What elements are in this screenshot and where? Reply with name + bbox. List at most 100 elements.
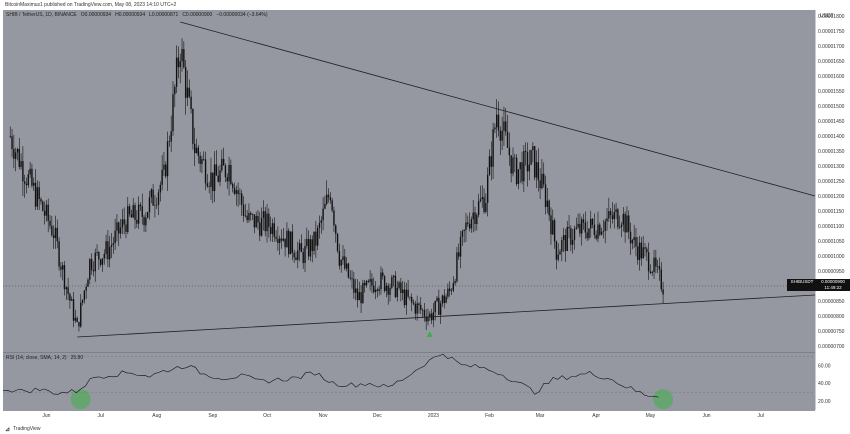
- candle-body: [405, 289, 407, 306]
- x-tick-label: Oct: [263, 413, 271, 419]
- candle-body: [253, 214, 256, 228]
- candle-body: [394, 275, 397, 298]
- candle-body: [105, 241, 107, 254]
- candle-body: [662, 289, 664, 295]
- candle-body: [204, 159, 207, 184]
- candle-body: [266, 213, 268, 232]
- candle-body: [452, 283, 455, 291]
- candle-body: [369, 279, 371, 282]
- candle-body: [609, 211, 612, 216]
- candle-body: [264, 211, 266, 232]
- candle-body: [575, 227, 577, 229]
- candle-body: [476, 214, 478, 225]
- candle-body: [378, 289, 380, 291]
- candle-body: [159, 184, 162, 193]
- candle-body: [398, 282, 400, 288]
- candle-body: [315, 231, 317, 246]
- candle-body: [526, 152, 529, 172]
- candle-body: [51, 225, 53, 236]
- candle-body: [517, 169, 520, 185]
- candle-body: [297, 250, 299, 260]
- y-tick-label: 0.00001700: [818, 44, 845, 50]
- price-scale[interactable]: [815, 10, 850, 410]
- candle-body: [571, 239, 574, 245]
- candle-body: [304, 245, 306, 264]
- candle-body: [143, 216, 145, 226]
- symbol-label[interactable]: SHIB / TetherUS, 1D, BINANCE: [6, 12, 77, 18]
- candle-body: [561, 240, 563, 252]
- candle-body: [327, 194, 330, 198]
- candle-body: [90, 259, 93, 271]
- x-tick-label: Jul: [97, 413, 103, 419]
- candle-body: [116, 222, 118, 231]
- rsi-panel[interactable]: [3, 352, 815, 411]
- candle-body: [655, 257, 657, 267]
- candle-body: [349, 277, 351, 279]
- candle-body: [658, 266, 661, 270]
- candle-body: [318, 222, 321, 228]
- candle-body: [244, 215, 247, 217]
- candle-body: [165, 164, 167, 177]
- candle-body: [508, 147, 511, 156]
- x-tick-label: Apr: [592, 413, 600, 419]
- candle-body: [532, 146, 534, 151]
- x-tick-label: Sep: [208, 413, 217, 419]
- candle-body: [170, 131, 172, 142]
- candle-body: [584, 222, 587, 233]
- candle-body: [481, 197, 483, 200]
- candle-body: [588, 228, 590, 239]
- rsi-label[interactable]: RSI (14, close, SMA, 14, 2): [6, 355, 67, 361]
- x-tick-label: 2023: [428, 413, 439, 419]
- candle-body: [597, 224, 599, 239]
- candle-body: [38, 187, 40, 200]
- candle-body: [331, 200, 333, 211]
- candle-body: [492, 129, 494, 167]
- candle-body: [626, 215, 628, 233]
- candle-body: [306, 238, 308, 246]
- candle-body: [335, 225, 337, 234]
- candle-body: [118, 222, 120, 234]
- candle-body: [494, 127, 496, 130]
- candle-body: [559, 251, 561, 255]
- candle-body: [633, 237, 635, 241]
- last-price-label: 0.00000900: [821, 279, 845, 284]
- change-value: −0.00000034 (−3.64%): [216, 12, 268, 18]
- candle-body: [110, 245, 113, 248]
- candle-body: [36, 187, 39, 207]
- candle-body: [566, 227, 568, 251]
- candle-body: [246, 215, 248, 221]
- candle-body: [371, 279, 373, 286]
- open-value: O0.00000934: [80, 12, 112, 18]
- candle-body: [101, 258, 104, 265]
- candle-body: [505, 121, 507, 132]
- candle-body: [291, 231, 294, 253]
- main-chart-panel[interactable]: [3, 10, 815, 352]
- candle-body: [313, 231, 315, 251]
- candle-body: [130, 214, 133, 218]
- candle-body: [233, 187, 236, 194]
- candle-body: [400, 282, 402, 293]
- candle-body: [646, 248, 648, 253]
- y-tick-label: 0.00001050: [818, 239, 845, 245]
- candle-body: [11, 136, 13, 150]
- candle-body: [278, 238, 281, 243]
- candle-body: [441, 295, 444, 304]
- candle-body: [656, 266, 659, 267]
- candle-body: [241, 193, 243, 205]
- candle-body: [154, 205, 156, 206]
- candle-body: [13, 149, 15, 159]
- close-value: C0.00000900: [182, 12, 213, 18]
- candle-body: [503, 121, 505, 131]
- candle-body: [649, 271, 652, 273]
- candle-body: [595, 234, 597, 239]
- rsi-value: 25.80: [70, 355, 84, 361]
- candle-body: [161, 169, 163, 185]
- candle-body: [353, 279, 355, 293]
- candle-body: [174, 86, 176, 95]
- candle-body: [316, 227, 319, 246]
- candle-body: [262, 211, 265, 218]
- low-value: L0.00000871: [149, 12, 179, 18]
- candle-body: [210, 172, 212, 187]
- candle-body: [660, 269, 662, 290]
- y-tick-label: 0.00001800: [818, 14, 845, 20]
